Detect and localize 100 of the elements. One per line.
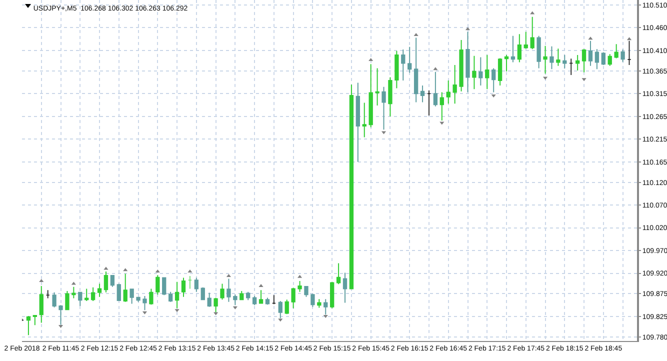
candlestick xyxy=(220,283,224,300)
candlestick xyxy=(614,44,618,59)
candlestick xyxy=(188,275,192,290)
candlestick xyxy=(498,58,502,86)
candlestick xyxy=(304,285,308,298)
point xyxy=(123,268,128,272)
point xyxy=(155,269,160,272)
candlestick xyxy=(524,31,528,50)
candlestick xyxy=(569,58,574,76)
candlestick xyxy=(627,40,632,66)
candlestick xyxy=(97,283,102,298)
candlestick xyxy=(272,294,276,305)
point xyxy=(323,314,328,318)
candlestick xyxy=(32,314,37,326)
candlestick xyxy=(620,49,625,62)
point xyxy=(174,309,180,312)
candlestick xyxy=(291,287,296,309)
candlestick xyxy=(46,290,50,299)
candlestick xyxy=(588,40,593,66)
candlestick xyxy=(78,291,82,306)
candlestick xyxy=(478,56,483,86)
candlestick xyxy=(608,54,612,66)
candlestick xyxy=(123,273,128,302)
candlestick xyxy=(414,37,418,103)
candlestick xyxy=(310,293,315,308)
candlestick xyxy=(452,64,457,104)
candlestick xyxy=(298,280,302,292)
candlestick xyxy=(543,45,548,74)
candlestick xyxy=(142,295,147,311)
candlestick xyxy=(550,46,554,70)
candlestick xyxy=(284,299,289,315)
candlestick xyxy=(104,270,108,293)
candlestick xyxy=(517,34,522,63)
candlestick xyxy=(575,54,580,71)
candlestick xyxy=(420,84,425,103)
candlestick xyxy=(265,297,270,306)
candlestick xyxy=(492,68,496,93)
candlestick xyxy=(84,288,89,302)
candlestick xyxy=(336,262,341,285)
candlestick xyxy=(39,285,44,324)
candlestick xyxy=(65,290,70,311)
point xyxy=(39,278,44,282)
candlestick xyxy=(556,48,560,66)
point xyxy=(414,33,418,36)
point xyxy=(188,269,192,272)
candlestick xyxy=(504,54,509,72)
candlestick xyxy=(207,292,212,308)
candlestick xyxy=(130,288,134,304)
candlestick xyxy=(388,76,392,117)
candlestick xyxy=(601,52,606,66)
point xyxy=(232,306,238,310)
candlestick xyxy=(594,48,600,70)
candlestick xyxy=(401,49,406,81)
candlestick xyxy=(408,46,412,74)
candlestick xyxy=(168,291,173,302)
candlestick xyxy=(90,286,96,302)
candlestick xyxy=(26,315,31,336)
candlestick xyxy=(240,290,244,301)
candlestick xyxy=(562,54,567,69)
candlestick xyxy=(246,291,250,301)
candlestick xyxy=(536,35,541,69)
candlestick xyxy=(194,277,198,292)
candlestick xyxy=(472,55,476,90)
candlestick xyxy=(110,274,115,288)
candlestick xyxy=(278,300,282,319)
candlestick xyxy=(200,286,205,301)
candlestick xyxy=(156,274,160,296)
candlestick xyxy=(459,40,464,92)
candlestick xyxy=(330,281,334,309)
candlestick xyxy=(446,80,450,104)
candlestick xyxy=(582,48,586,73)
candlestick xyxy=(485,54,490,90)
candlestick xyxy=(382,86,386,130)
candlestick xyxy=(466,31,470,93)
candlestick xyxy=(342,272,348,304)
candlestick xyxy=(181,277,186,298)
point xyxy=(368,58,374,62)
point xyxy=(278,318,283,322)
candlestick xyxy=(258,290,264,304)
candlestick xyxy=(116,283,121,302)
candlestick xyxy=(233,294,238,306)
candlestick xyxy=(356,82,360,162)
candlestick xyxy=(252,295,257,306)
candlestick xyxy=(136,296,140,302)
candlestick xyxy=(530,16,534,50)
candlestick xyxy=(162,276,166,296)
candlestick xyxy=(375,68,380,106)
candlestick xyxy=(52,292,56,308)
candlestick xyxy=(174,281,180,309)
candlestick xyxy=(440,92,444,121)
candlestick xyxy=(368,64,373,128)
candlestick xyxy=(317,298,322,308)
point xyxy=(491,94,496,98)
candlestick xyxy=(362,102,366,138)
point xyxy=(258,284,264,287)
candlestick xyxy=(149,288,154,306)
candlestick xyxy=(58,304,63,326)
point xyxy=(582,78,586,82)
candlestick xyxy=(394,50,399,89)
candlestick xyxy=(433,71,438,107)
